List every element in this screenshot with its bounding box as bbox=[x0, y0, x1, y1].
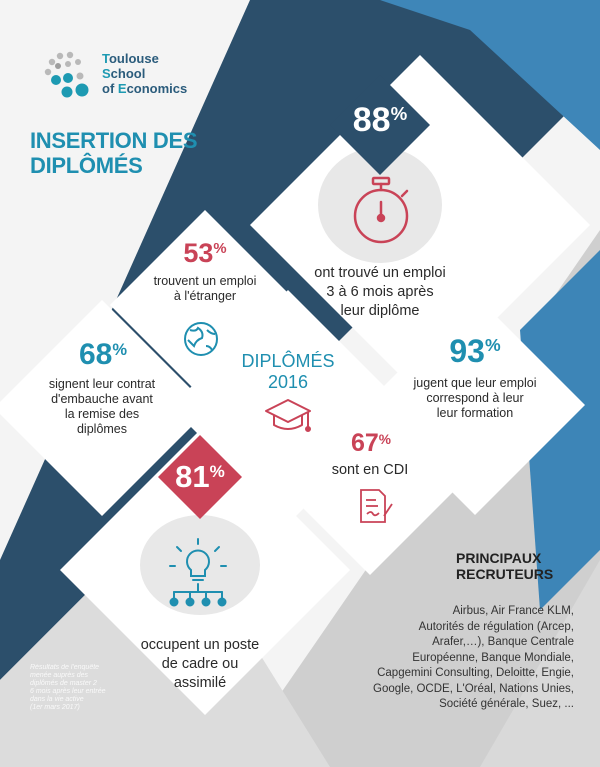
stat-53-text: trouvent un emploi à l'étranger bbox=[153, 274, 257, 303]
stat-93-text: jugent que leur emploi correspond à leur… bbox=[413, 376, 537, 420]
stat-68-text: signent leur contrat d'embauche avant la… bbox=[48, 377, 156, 436]
icon-circle-81 bbox=[140, 515, 260, 615]
graduation-cap-icon bbox=[265, 399, 311, 432]
stat-88-value: 88% bbox=[352, 101, 408, 139]
diamond-68 bbox=[0, 300, 210, 516]
survey-footnote: Résultats de l'enquête menée auprès des … bbox=[30, 664, 106, 711]
stat-53-value: 53% bbox=[183, 238, 227, 268]
stat-68-value: 68% bbox=[78, 338, 128, 371]
grey-corner bbox=[480, 560, 600, 767]
badge-81 bbox=[158, 435, 242, 519]
globe-icon bbox=[184, 322, 218, 356]
stopwatch-icon bbox=[353, 176, 409, 244]
blue-stripe-top bbox=[380, 0, 600, 150]
recruiters-list: Airbus, Air France KLM, Autorités de rég… bbox=[373, 605, 574, 710]
recruiters-title: PRINCIPAUX RECRUTEURS bbox=[456, 550, 554, 582]
stat-88-text: ont trouvé un emploi 3 à 6 mois après le… bbox=[314, 265, 446, 319]
stat-81-value: 81% bbox=[175, 459, 225, 494]
stat-93-value: 93% bbox=[449, 333, 501, 369]
stat-81-text: occupent un poste de cadre ou assimilé bbox=[140, 637, 260, 691]
logo-wordmark: Toulouse School of Economics bbox=[102, 51, 188, 96]
logo-dots bbox=[44, 51, 89, 98]
center-label: DIPLÔMÉS 2016 bbox=[241, 351, 335, 392]
badge-88 bbox=[330, 75, 430, 175]
stat-67-text: sont en CDI bbox=[331, 462, 409, 478]
lightbulb-network-icon bbox=[169, 538, 227, 607]
stat-67-value: 67% bbox=[350, 429, 392, 457]
page-title: INSERTION DES DIPLÔMÉS bbox=[30, 128, 198, 178]
contract-icon bbox=[360, 489, 393, 523]
